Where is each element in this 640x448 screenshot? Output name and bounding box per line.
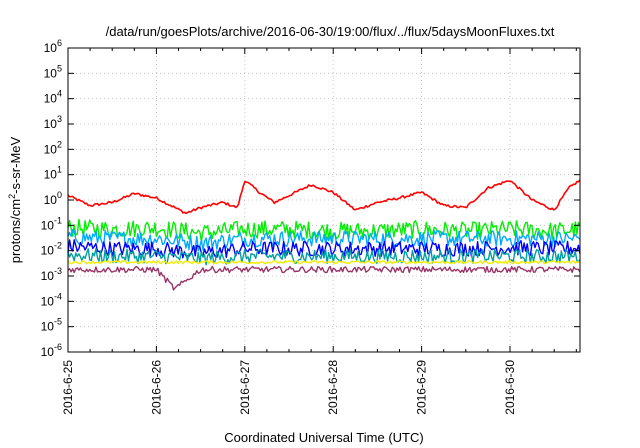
x-tick-label: 2016-6-27 — [238, 360, 252, 415]
x-tick-label: 2016-6-30 — [503, 360, 517, 415]
series-line — [67, 218, 581, 242]
chart-title: /data/run/goesPlots/archive/2016-06-30/1… — [106, 24, 555, 39]
series-line — [67, 260, 581, 265]
y-tick-label: 106 — [44, 38, 62, 55]
y-tick-label: 104 — [44, 89, 62, 106]
series-group — [67, 179, 581, 291]
y-tick-label: 10-1 — [41, 215, 62, 232]
y-axis-label-main: protons/cm — [8, 199, 23, 263]
y-tick-label: 105 — [44, 63, 62, 80]
y-axis-label-rest: -s-sr-MeV — [8, 136, 23, 193]
x-tick-label: 2016-6-26 — [149, 360, 163, 415]
y-tick-label: 103 — [44, 114, 62, 131]
x-tick-label: 2016-6-25 — [61, 360, 75, 415]
series-line — [67, 265, 581, 291]
x-tick-label: 2016-6-28 — [326, 360, 340, 415]
y-tick-label: 10-4 — [41, 291, 62, 308]
y-axis: 10-6 10-5 10-4 10-3 10-2 10-1 100 101 102 103 104 1… — [41, 38, 580, 359]
grid — [68, 48, 580, 352]
y-tick-label: 10-3 — [41, 266, 62, 283]
y-tick-label: 102 — [44, 139, 62, 156]
y-axis-label-exp: 2 — [7, 194, 17, 199]
series-line — [67, 247, 581, 266]
x-axis-label: Coordinated Universal Time (UTC) — [224, 430, 423, 445]
y-tick-label: 10-2 — [41, 241, 62, 258]
y-tick-label: 10-5 — [41, 317, 62, 334]
y-tick-label: 10-6 — [41, 342, 62, 359]
y-axis-label: protons/cm2-s-sr-MeV — [7, 136, 23, 263]
y-tick-label: 101 — [44, 165, 62, 182]
series-line — [67, 228, 581, 252]
series-line — [67, 179, 581, 215]
x-axis: 2016-6-25 2016-6-26 2016-6-27 2016-6-28 2016… — [61, 48, 577, 415]
x-tick-label: 2016-6-29 — [415, 360, 429, 415]
y-tick-label: 100 — [44, 190, 62, 207]
